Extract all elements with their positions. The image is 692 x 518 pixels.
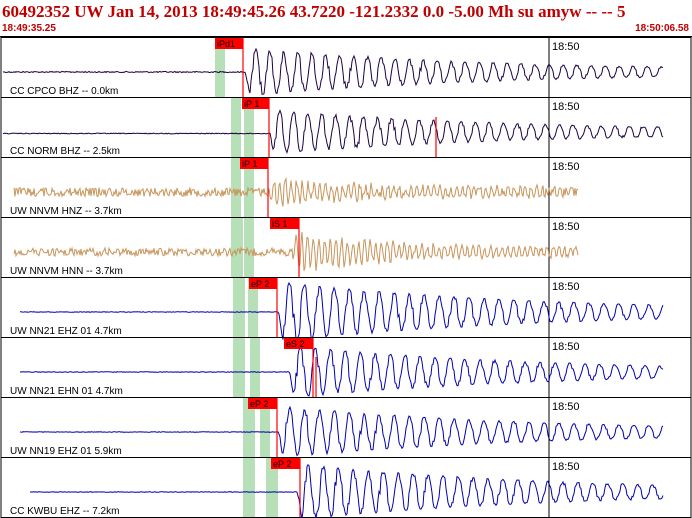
pick-window	[244, 157, 254, 217]
pick-flag[interactable]	[284, 338, 313, 349]
pick-label[interactable]: iP 1	[242, 159, 257, 169]
trace-panel[interactable]: 18:50 iS 1 UW NNVM HNN -- 3.7km	[0, 217, 692, 278]
trace-panel[interactable]: 18:50 iP 1 CC NORM BHZ -- 2.5km	[0, 97, 692, 158]
pick-label[interactable]: eP 2	[250, 399, 268, 409]
waveform-trace	[20, 281, 664, 341]
pick-flag[interactable]	[271, 458, 300, 469]
trace-panel[interactable]: 18:50 eP 2 UW NN21 EHZ 01 4.7km	[0, 277, 692, 341]
trace-panel[interactable]: 18:50 iPd1 CC CPCO BHZ -- 0.0km	[0, 37, 692, 98]
station-label: CC NORM BHZ -- 2.5km	[10, 146, 120, 157]
pick-label[interactable]: iS 1	[272, 219, 288, 229]
waveform-trace	[13, 232, 579, 271]
station-label: CC KWBU EHZ -- 7.2km	[10, 506, 119, 517]
waveform-trace	[29, 464, 664, 518]
pick-window	[231, 157, 241, 217]
window-start-time: 18:49:35.25	[2, 23, 56, 34]
minute-label: 18:50	[552, 341, 580, 353]
pick-window	[266, 457, 278, 517]
minute-label: 18:50	[552, 101, 580, 113]
minute-label: 18:50	[552, 461, 580, 473]
pick-flag[interactable]	[240, 158, 268, 169]
minute-label: 18:50	[552, 161, 580, 173]
pick-flag[interactable]	[270, 218, 299, 229]
pick-window	[250, 337, 260, 397]
event-title: 60492352 UW Jan 14, 2013 18:49:45.26 43.…	[2, 2, 626, 21]
pick-window	[243, 397, 255, 457]
pick-label[interactable]: eS 2	[286, 339, 305, 349]
station-label: UW NN21 EHN 01 4.7km	[10, 386, 123, 397]
minute-label: 18:50	[552, 41, 580, 53]
trace-panel[interactable]: 18:50 iP 1 UW NNVM HNZ -- 3.7km	[0, 157, 692, 218]
pick-window	[231, 97, 241, 157]
waveform-trace	[19, 346, 664, 397]
waveform-trace	[13, 176, 579, 207]
minute-label: 18:50	[552, 281, 580, 293]
pick-flag[interactable]	[248, 398, 277, 409]
pick-window	[233, 277, 245, 337]
station-label: UW NN21 EHZ 01 4.7km	[10, 326, 122, 337]
pick-flag[interactable]	[249, 278, 277, 289]
pick-window	[233, 337, 245, 397]
event-header: 60492352 UW Jan 14, 2013 18:49:45.26 43.…	[0, 0, 692, 37]
minute-label: 18:50	[552, 401, 580, 413]
pick-window	[231, 217, 243, 277]
minute-label: 18:50	[552, 221, 580, 233]
trace-panel[interactable]: 18:50 eS 2 UW NN21 EHN 01 4.7km	[0, 337, 692, 398]
seismogram-canvas[interactable]: 18:50 iPd1 CC CPCO BHZ -- 0.0km 18:50 iP 1 CC…	[0, 37, 692, 518]
station-label: CC CPCO BHZ -- 0.0km	[10, 86, 118, 97]
pick-flag[interactable]	[215, 38, 243, 49]
trace-panel[interactable]: 18:50 eP 2 CC KWBU EHZ -- 7.2km	[0, 457, 692, 518]
waveform-trace	[2, 109, 664, 154]
waveform-trace	[19, 405, 664, 457]
pick-window	[260, 397, 270, 457]
pick-label[interactable]: iPd1	[217, 39, 235, 49]
station-label: UW NNVM HNZ -- 3.7km	[10, 206, 122, 217]
pick-window	[244, 217, 254, 277]
pick-label[interactable]: eP 2	[273, 459, 291, 469]
waveform-trace	[2, 47, 664, 95]
pick-window	[243, 457, 255, 517]
window-end-time: 18:50:06.58	[635, 23, 689, 34]
pick-flag[interactable]	[242, 98, 269, 109]
pick-label[interactable]: iP 1	[244, 99, 259, 109]
pick-window	[215, 37, 225, 97]
header-divider	[0, 36, 692, 37]
pick-window	[244, 97, 254, 157]
pick-label[interactable]: eP 2	[251, 279, 269, 289]
station-label: UW NN19 EHZ 01 5.9km	[10, 446, 122, 457]
station-label: UW NNVM HNN -- 3.7km	[10, 266, 123, 277]
trace-panel[interactable]: 18:50 eP 2 UW NN19 EHZ 01 5.9km	[0, 397, 692, 458]
pick-window	[248, 277, 258, 337]
seismogram-panel-stack[interactable]: 18:50 iPd1 CC CPCO BHZ -- 0.0km 18:50 iP 1 CC…	[0, 37, 692, 518]
